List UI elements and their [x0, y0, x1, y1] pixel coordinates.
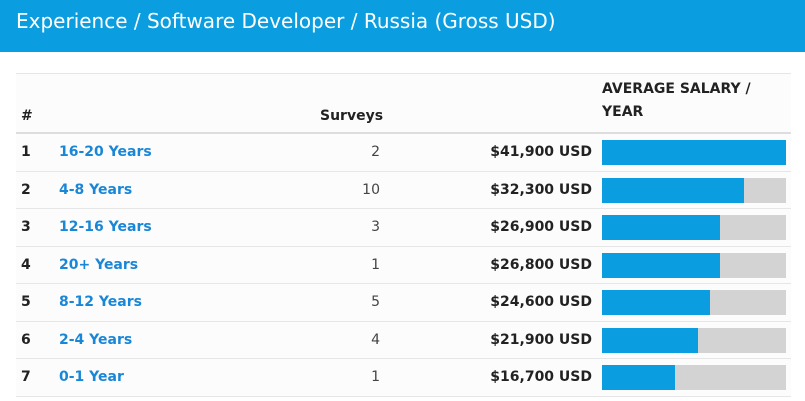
experience-link[interactable]: 0-1 Year — [59, 369, 124, 385]
salary-bar-fill — [602, 215, 721, 240]
table-row: 1 16-20 Years 2 $41,900 USD — [16, 134, 791, 172]
experience-link[interactable]: 16-20 Years — [59, 144, 152, 160]
salary-bar — [602, 290, 786, 315]
salary-bar — [602, 215, 786, 240]
salary-bar — [602, 365, 786, 390]
survey-count: 5 — [371, 294, 380, 310]
survey-count: 2 — [371, 144, 380, 160]
table-row: 5 8-12 Years 5 $24,600 USD — [16, 284, 791, 322]
row-rank: 5 — [21, 294, 31, 310]
row-rank: 7 — [21, 369, 31, 385]
experience-link[interactable]: 4-8 Years — [59, 181, 133, 198]
survey-count: 3 — [371, 219, 380, 235]
table-body: 1 16-20 Years 2 $41,900 USD 2 4-8 Years 10 $32,… — [16, 134, 791, 397]
column-header-rank: # — [21, 108, 33, 124]
experience-link[interactable]: 2-4 Years — [59, 331, 133, 348]
row-rank: 3 — [21, 219, 31, 235]
survey-count: 1 — [371, 256, 380, 273]
experience-link[interactable]: 12-16 Years — [59, 219, 152, 235]
table-row: 4 20+ Years 1 $26,800 USD — [16, 246, 791, 284]
average-salary: $24,600 USD — [490, 294, 592, 310]
experience-link[interactable]: 8-12 Years — [59, 294, 142, 310]
salary-table: # Surveys AVERAGE SALARY / YEAR 1 16-20 Y… — [16, 73, 791, 397]
survey-count: 4 — [371, 331, 380, 348]
salary-bar-fill — [602, 365, 676, 390]
salary-bar-fill — [602, 252, 720, 278]
row-rank: 1 — [21, 144, 31, 160]
experience-link[interactable]: 20+ Years — [59, 256, 139, 273]
row-rank: 6 — [21, 331, 31, 348]
average-salary: $16,700 USD — [490, 369, 592, 385]
column-header-surveys: Surveys — [320, 108, 384, 124]
salary-bar-fill — [602, 140, 786, 165]
row-rank: 2 — [21, 181, 31, 198]
table-row: 7 0-1 Year 1 $16,700 USD — [16, 359, 791, 397]
average-salary: $41,900 USD — [490, 144, 592, 160]
average-salary: $32,300 USD — [490, 181, 592, 198]
page-title: Experience / Software Developer / Russia… — [16, 9, 556, 33]
column-header-salary: AVERAGE SALARY / YEAR — [602, 81, 751, 120]
page-header: Experience / Software Developer / Russia… — [0, 0, 805, 52]
survey-count: 1 — [371, 369, 380, 385]
salary-bar — [602, 252, 786, 278]
salary-bar-fill — [602, 177, 744, 203]
table-row: 3 12-16 Years 3 $26,900 USD — [16, 209, 791, 247]
survey-count: 10 — [362, 181, 380, 198]
table-row: 6 2-4 Years 4 $21,900 USD — [16, 321, 791, 359]
average-salary: $26,900 USD — [490, 219, 592, 235]
table-header: # Surveys AVERAGE SALARY / YEAR — [16, 74, 791, 134]
salary-bar — [602, 177, 786, 203]
average-salary: $21,900 USD — [490, 331, 592, 348]
average-salary: $26,800 USD — [490, 256, 592, 273]
table-row: 2 4-8 Years 10 $32,300 USD — [16, 171, 791, 209]
salary-bar-fill — [602, 327, 699, 353]
salary-bar — [602, 327, 786, 353]
salary-bar — [602, 140, 786, 165]
row-rank: 4 — [21, 256, 31, 273]
salary-bar-fill — [602, 290, 710, 315]
